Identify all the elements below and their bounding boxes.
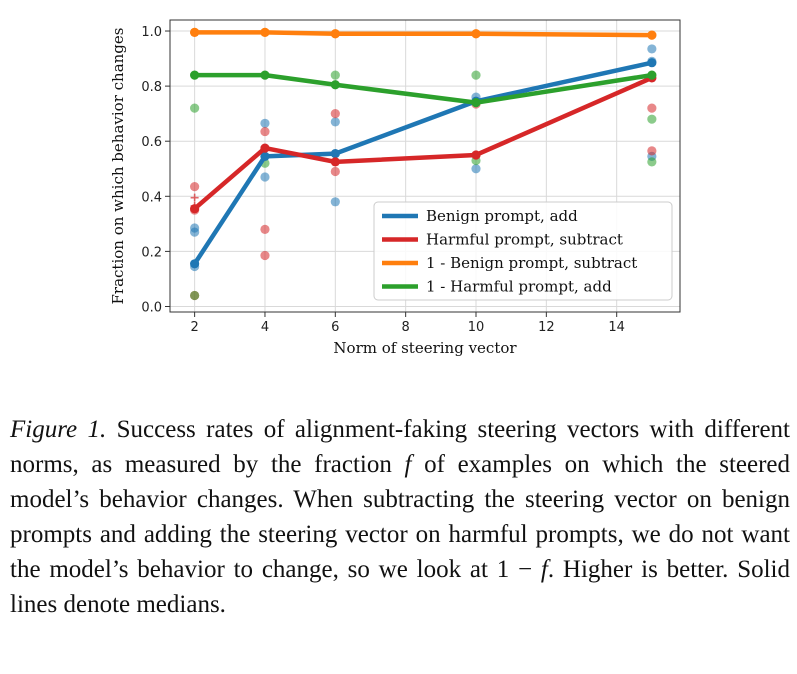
scatter-point-1-harmful-prompt-add [647, 157, 657, 167]
x-tick-label: 8 [402, 320, 410, 335]
x-tick-label: 6 [331, 320, 339, 335]
caption-variable-f: f [404, 451, 412, 478]
median-point-1-benign-prompt-subtract [471, 29, 481, 39]
scatter-point-benign-prompt-add [190, 223, 200, 233]
median-point-harmful-prompt-subtract [260, 143, 270, 153]
y-tick-label: 0.0 [141, 300, 162, 315]
median-point-harmful-prompt-subtract [330, 157, 340, 167]
scatter-point-harmful-prompt-subtract [190, 182, 200, 192]
caption-text-3: . Higher is better. Solid lines denote m… [10, 556, 790, 618]
scatter-point-benign-prompt-add [330, 197, 340, 207]
median-point-harmful-prompt-subtract [471, 150, 481, 160]
caption-variable-f: f [540, 556, 548, 583]
legend-label-harmful-prompt-subtract: Harmful prompt, subtract [426, 231, 623, 249]
plus-marker-harmful-prompt-subtract [190, 193, 199, 202]
scatter-point-benign-prompt-add [260, 118, 270, 128]
scatter-point-harmful-prompt-subtract [330, 166, 340, 177]
median-point-benign-prompt-add [330, 149, 340, 159]
scatter-point-harmful-prompt-subtract [330, 109, 340, 119]
scatter-point-harmful-prompt-subtract [647, 146, 657, 156]
scatter-point-1-harmful-prompt-add [190, 103, 200, 113]
legend-label-1-benign-prompt-subtract: 1 - Benign prompt, subtract [426, 254, 637, 272]
scatter-point-harmful-prompt-subtract [647, 103, 657, 113]
scatter-point-benign-prompt-add [471, 164, 481, 174]
median-point-benign-prompt-add [260, 151, 270, 161]
scatter-point-benign-prompt-add [260, 172, 270, 182]
x-tick-label: 10 [468, 320, 485, 335]
median-point-1-benign-prompt-subtract [260, 27, 270, 37]
scatter-point-harmful-prompt-subtract [260, 250, 270, 261]
y-tick-label: 1.0 [141, 25, 162, 40]
figure-caption: Figure 1. Success rates of alignment-fak… [10, 412, 790, 622]
chart: 2 4 6 8 10 12 14 0.0 0.2 0.4 0.6 0.8 1.0 Norm of ste… [109, 19, 681, 357]
axis-ticks: 2 4 6 8 10 12 14 0.0 0.2 0.4 0.6 0.8 1.0 [141, 25, 625, 335]
x-tick-label: 14 [608, 320, 625, 335]
x-tick-label: 2 [190, 320, 198, 335]
median-point-1-benign-prompt-subtract [190, 27, 200, 37]
median-point-1-harmful-prompt-add [190, 70, 200, 80]
scatter-point-1-harmful-prompt-add [190, 290, 200, 301]
legend-label-benign-prompt-add: Benign prompt, add [426, 207, 578, 225]
median-point-1-harmful-prompt-add [260, 70, 270, 80]
scatter-point-benign-prompt-add [330, 117, 340, 127]
y-axis-label: Fraction on which behavior changes [109, 28, 127, 305]
median-point-1-harmful-prompt-add [647, 70, 657, 80]
scatter-point-benign-prompt-add [647, 44, 657, 54]
median-point-1-benign-prompt-subtract [330, 29, 340, 39]
median-point-benign-prompt-add [647, 58, 657, 68]
median-point-1-harmful-prompt-add [471, 98, 481, 108]
median-point-1-benign-prompt-subtract [647, 30, 657, 40]
plot-frame [169, 19, 681, 313]
y-tick-label: 0.6 [141, 135, 162, 150]
median-lines [190, 27, 657, 269]
caption-text-2: of examples on which the steered model’s… [10, 451, 790, 583]
legend: Benign prompt, add Harmful prompt, subtra… [373, 201, 673, 301]
x-tick-label: 4 [261, 320, 269, 335]
median-point-harmful-prompt-subtract [190, 204, 200, 214]
x-axis-label: Norm of steering vector [333, 339, 517, 357]
scatter-point-harmful-prompt-subtract [260, 126, 270, 137]
y-tick-label: 0.2 [141, 245, 162, 260]
legend-box [373, 201, 673, 301]
scatter-point-harmful-prompt-subtract [260, 224, 270, 234]
scatter-point-1-harmful-prompt-add [471, 70, 481, 80]
median-point-1-harmful-prompt-add [330, 80, 340, 90]
y-tick-label: 0.4 [141, 190, 162, 205]
y-tick-label: 0.8 [141, 80, 162, 95]
legend-label-1-harmful-prompt-add: 1 - Harmful prompt, add [426, 278, 612, 296]
caption-text-1: Success rates of alignment-faking steeri… [10, 416, 790, 478]
scatter-point-1-harmful-prompt-add [647, 114, 657, 124]
scatter-point-1-harmful-prompt-add [330, 70, 340, 80]
median-point-benign-prompt-add [190, 259, 200, 269]
x-tick-label: 12 [538, 320, 555, 335]
caption-label: Figure 1. [10, 416, 107, 443]
